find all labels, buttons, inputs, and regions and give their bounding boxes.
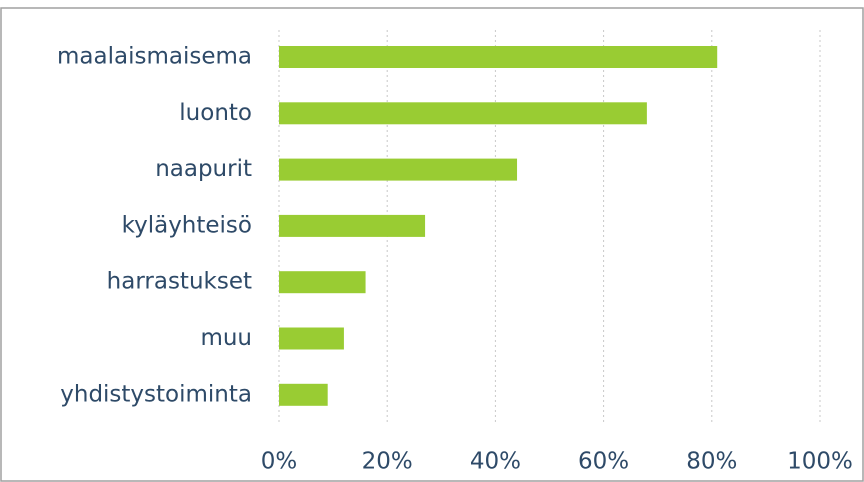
- y-tick-label: muu: [200, 325, 252, 351]
- x-tick-label: 100%: [787, 449, 853, 475]
- bar: [279, 383, 328, 406]
- x-tick-label: 20%: [362, 449, 413, 475]
- bar: [279, 158, 518, 181]
- bar: [279, 102, 647, 125]
- x-tick-label: 80%: [686, 449, 737, 475]
- y-tick-label: yhdistystoiminta: [60, 381, 252, 407]
- y-tick-label: naapurit: [155, 156, 252, 182]
- bar: [279, 46, 718, 68]
- chart-frame: [0, 7, 864, 482]
- bar: [279, 214, 426, 237]
- x-tick-label: 0%: [261, 449, 298, 475]
- y-tick-label: luonto: [179, 100, 252, 126]
- x-tick-label: 40%: [470, 449, 521, 475]
- bar: [279, 271, 366, 294]
- y-tick-label: maalaismaisema: [57, 44, 252, 70]
- y-tick-label: kyläyhteisö: [122, 212, 252, 238]
- bar: [279, 327, 344, 350]
- x-tick-label: 60%: [578, 449, 629, 475]
- y-tick-label: harrastukset: [107, 269, 252, 295]
